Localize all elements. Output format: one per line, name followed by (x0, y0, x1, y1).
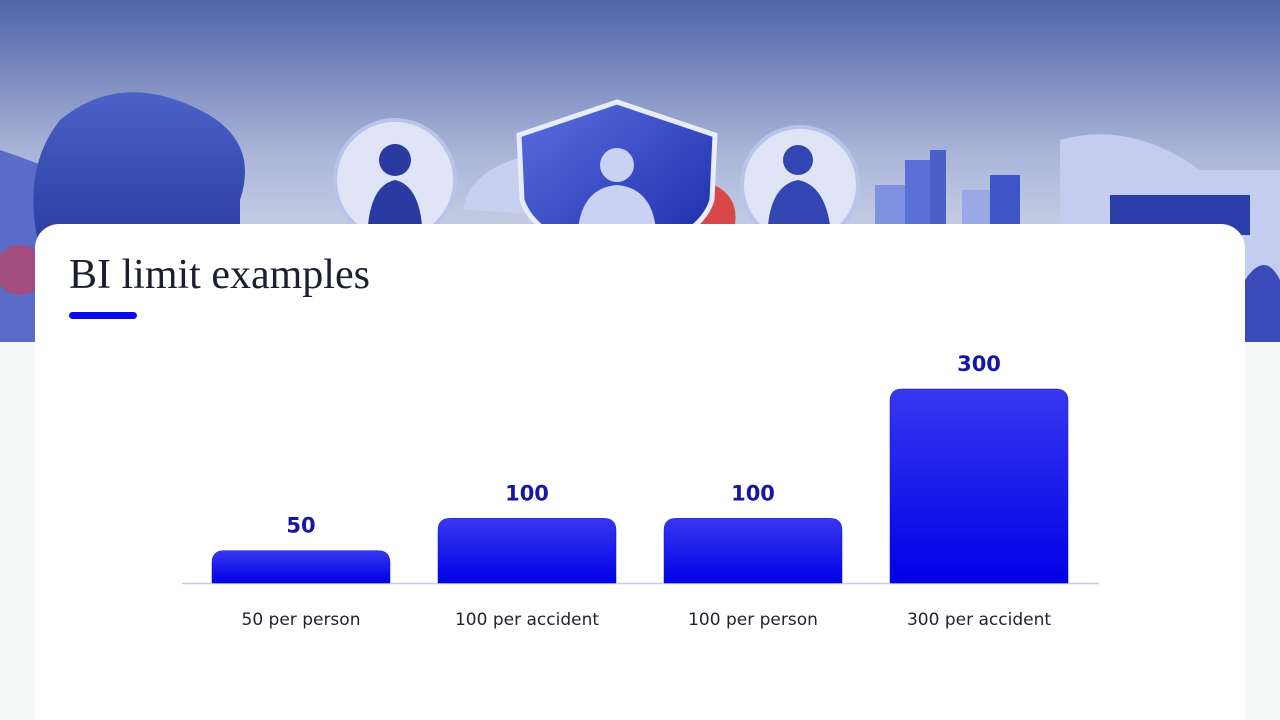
value-label: 50 (286, 514, 315, 538)
chart-title: BI limit examples (69, 252, 370, 298)
category-label: 100 per person (688, 610, 818, 630)
bar (437, 518, 617, 584)
title-underline (69, 312, 137, 319)
value-label: 100 (505, 481, 549, 505)
value-label: 100 (731, 481, 775, 505)
category-label: 50 per person (242, 610, 361, 630)
value-label: 300 (957, 352, 1001, 376)
bar (663, 518, 843, 584)
category-label: 100 per accident (455, 610, 599, 630)
category-label: 300 per accident (907, 610, 1051, 630)
bar (889, 388, 1069, 584)
card (35, 224, 1245, 720)
bar (211, 550, 391, 584)
